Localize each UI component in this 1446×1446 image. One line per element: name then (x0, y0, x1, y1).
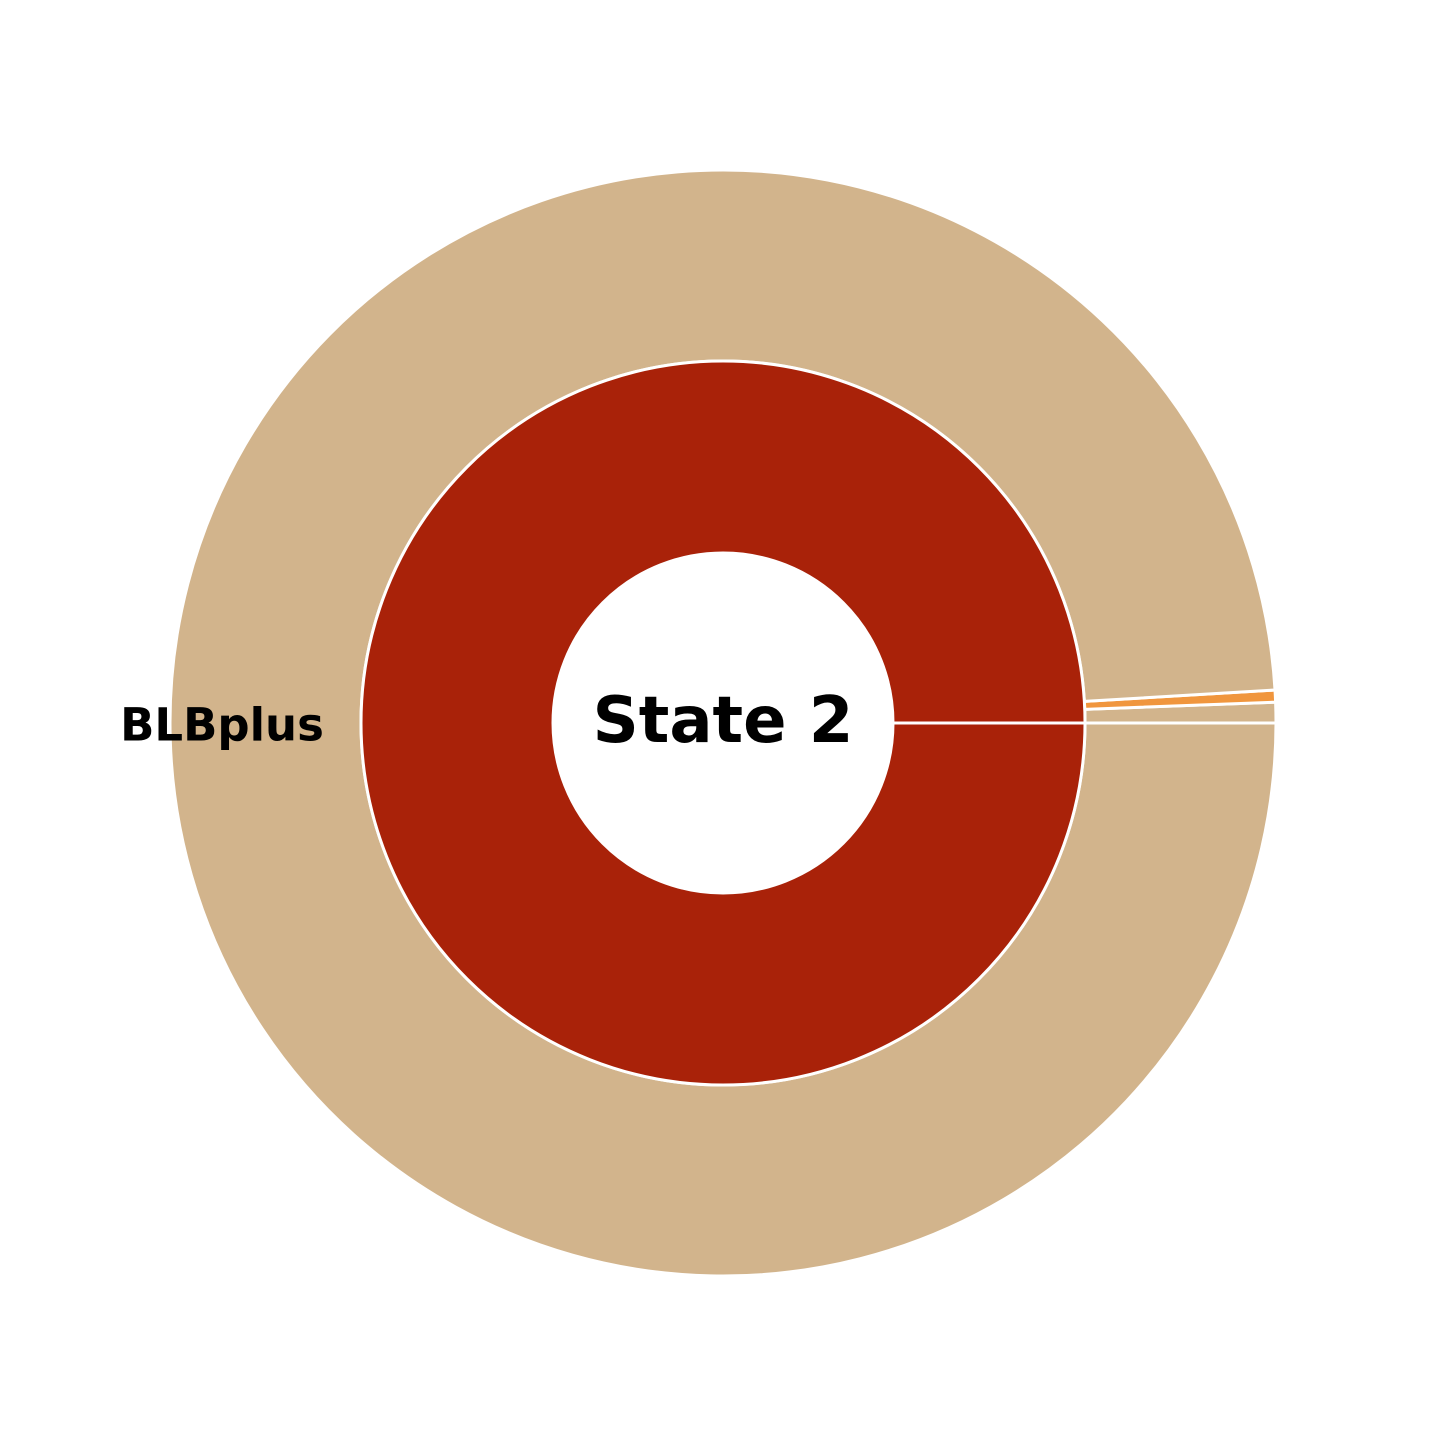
category-label-blbplus: BLBplus (120, 699, 324, 752)
inner-ring-slice-0 (359, 359, 1087, 1087)
inner-ring (359, 359, 1087, 1087)
center-label: State 2 (593, 684, 854, 758)
